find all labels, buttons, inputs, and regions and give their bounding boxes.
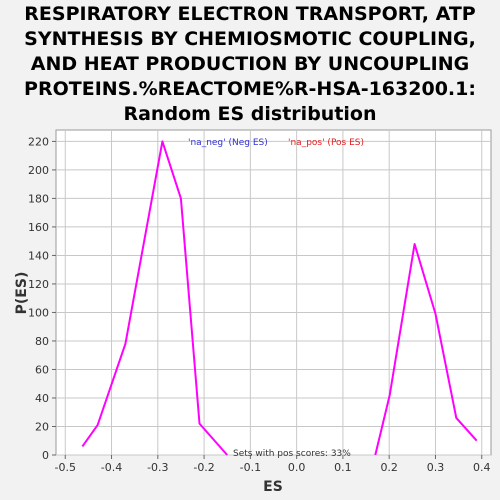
y-axis-title: P(ES): [14, 272, 30, 315]
y-tick-label: 80: [35, 335, 49, 348]
y-tick-label: 200: [28, 164, 49, 177]
x-tick-labels: -0.5 -0.4 -0.3 -0.2 -0.1 0.0 0.1 0.2 0.3 0.4: [55, 461, 491, 474]
y-tick-label: 60: [35, 363, 49, 376]
x-tick-label: 0.3: [427, 461, 445, 474]
x-tick-label: 0.4: [473, 461, 491, 474]
y-tick-label: 120: [28, 278, 49, 291]
y-tick-label: 220: [28, 135, 49, 148]
y-tick-label: 140: [28, 249, 49, 262]
x-tick-label: 0.0: [288, 461, 306, 474]
y-tick-label: 180: [28, 192, 49, 205]
x-axis-title: ES: [263, 479, 283, 495]
plot-background: [55, 129, 492, 456]
x-tick-label: 0.1: [334, 461, 352, 474]
y-tick-label: 20: [35, 420, 49, 433]
x-tick-label: -0.5: [55, 461, 76, 474]
chart-title: RESPIRATORY ELECTRON TRANSPORT, ATP SYNT…: [24, 3, 476, 125]
y-tick-label: 40: [35, 392, 49, 405]
series-line-1: [374, 243, 478, 456]
y-tick-labels: 0 20 40 60 80 100 120 140 160 180 200 220: [28, 135, 49, 462]
x-tick-label: -0.1: [240, 461, 261, 474]
x-tick-label: -0.3: [147, 461, 168, 474]
annotation-pos-scores: Sets with pos scores: 33%: [233, 449, 351, 459]
legend-pos: 'na_pos' (Pos ES): [288, 138, 364, 148]
grid-lines: [56, 130, 491, 456]
series-line-0: [81, 140, 228, 456]
x-tick-label: 0.2: [380, 461, 398, 474]
series-group: [81, 140, 478, 456]
y-tick-label: 160: [28, 221, 49, 234]
legend-neg: 'na_neg' (Neg ES): [188, 138, 268, 148]
x-tick-label: -0.4: [101, 461, 122, 474]
axes: [52, 140, 483, 459]
x-tick-label: -0.2: [193, 461, 214, 474]
y-tick-label: 100: [28, 306, 49, 319]
y-tick-label: 0: [42, 449, 49, 462]
